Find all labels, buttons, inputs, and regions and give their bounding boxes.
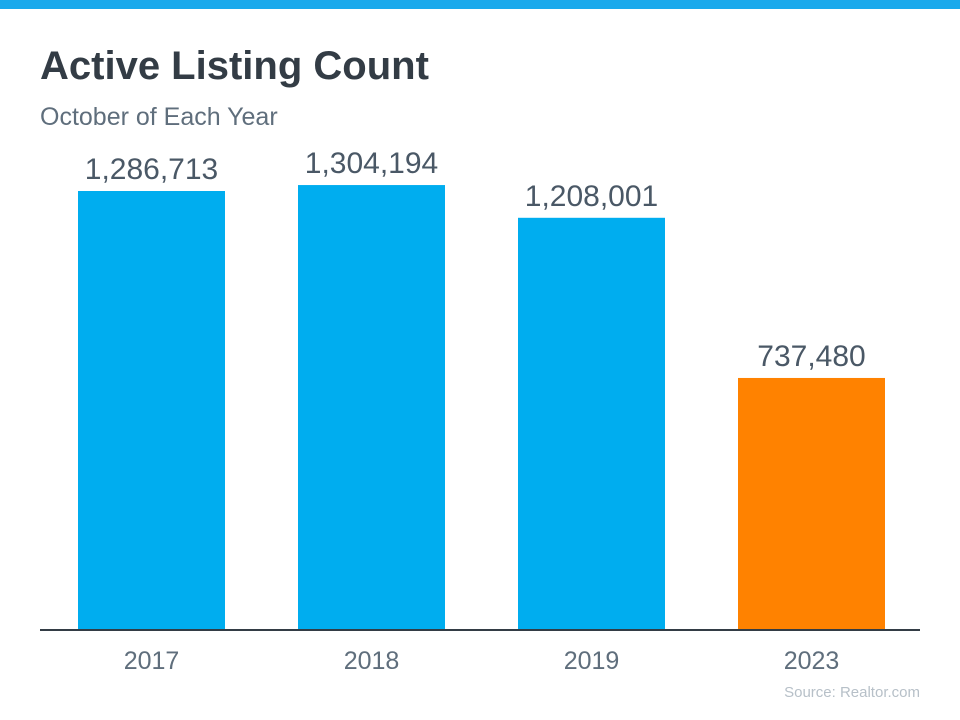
bar-2018 <box>298 185 445 629</box>
x-tick-label: 2023 <box>784 647 840 675</box>
bar-2023 <box>738 377 885 629</box>
x-tick-label: 2018 <box>344 647 400 675</box>
value-label: 1,208,001 <box>525 180 658 213</box>
bar-2017 <box>78 191 225 629</box>
chart-title: Active Listing Count <box>40 44 429 88</box>
source-note: Source: Realtor.com <box>784 684 920 701</box>
x-tick-label: 2017 <box>124 647 180 675</box>
value-label: 737,480 <box>757 340 865 373</box>
chart-subtitle: October of Each Year <box>40 103 278 131</box>
bar-2019 <box>518 217 665 630</box>
value-label: 1,304,194 <box>305 147 438 180</box>
top-accent-bar <box>0 0 960 9</box>
x-tick-label: 2019 <box>564 647 620 675</box>
value-label: 1,286,713 <box>85 153 218 186</box>
